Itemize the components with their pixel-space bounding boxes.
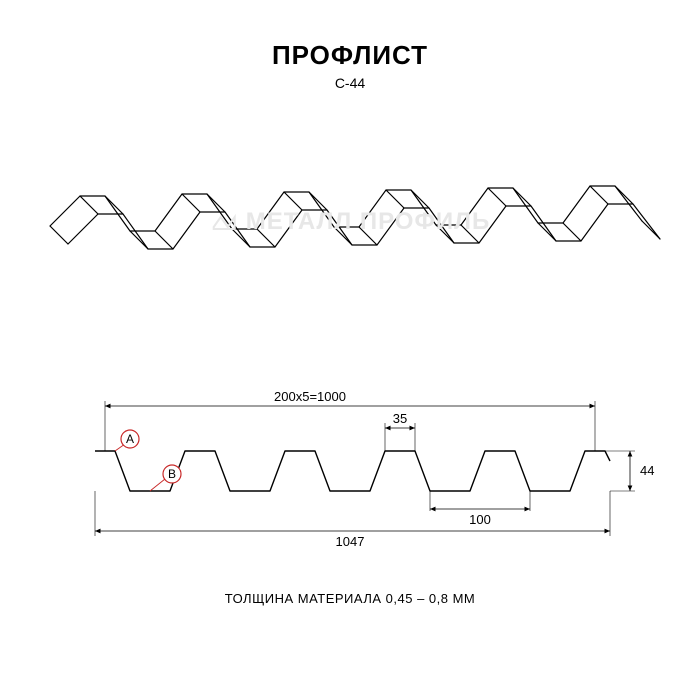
marker-a: A xyxy=(126,432,134,446)
page-title: ПРОФЛИСТ xyxy=(272,40,428,71)
dim-height: 44 xyxy=(640,463,654,478)
page-subtitle: С-44 xyxy=(335,75,365,91)
dim-bottom-valley: 100 xyxy=(469,512,491,527)
dim-overall-width: 1047 xyxy=(336,534,365,549)
dim-pitch-label: 200x5=1000 xyxy=(274,389,346,404)
footer-note: ТОЛЩИНА МАТЕРИАЛА 0,45 – 0,8 ММ xyxy=(225,591,476,606)
cross-section-drawing: 200x5=1000 35 100 1047 44 A B xyxy=(30,361,670,551)
marker-b: B xyxy=(168,467,176,481)
dim-top-valley: 35 xyxy=(393,411,407,426)
isometric-drawing: МЕТАЛЛ ПРОФИЛЬ xyxy=(30,126,670,306)
